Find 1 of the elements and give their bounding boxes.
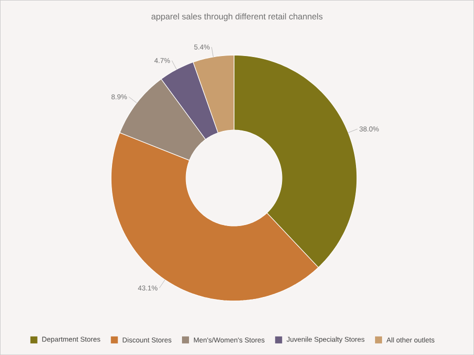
chart-title: apparel sales through different retail channels bbox=[152, 13, 322, 22]
